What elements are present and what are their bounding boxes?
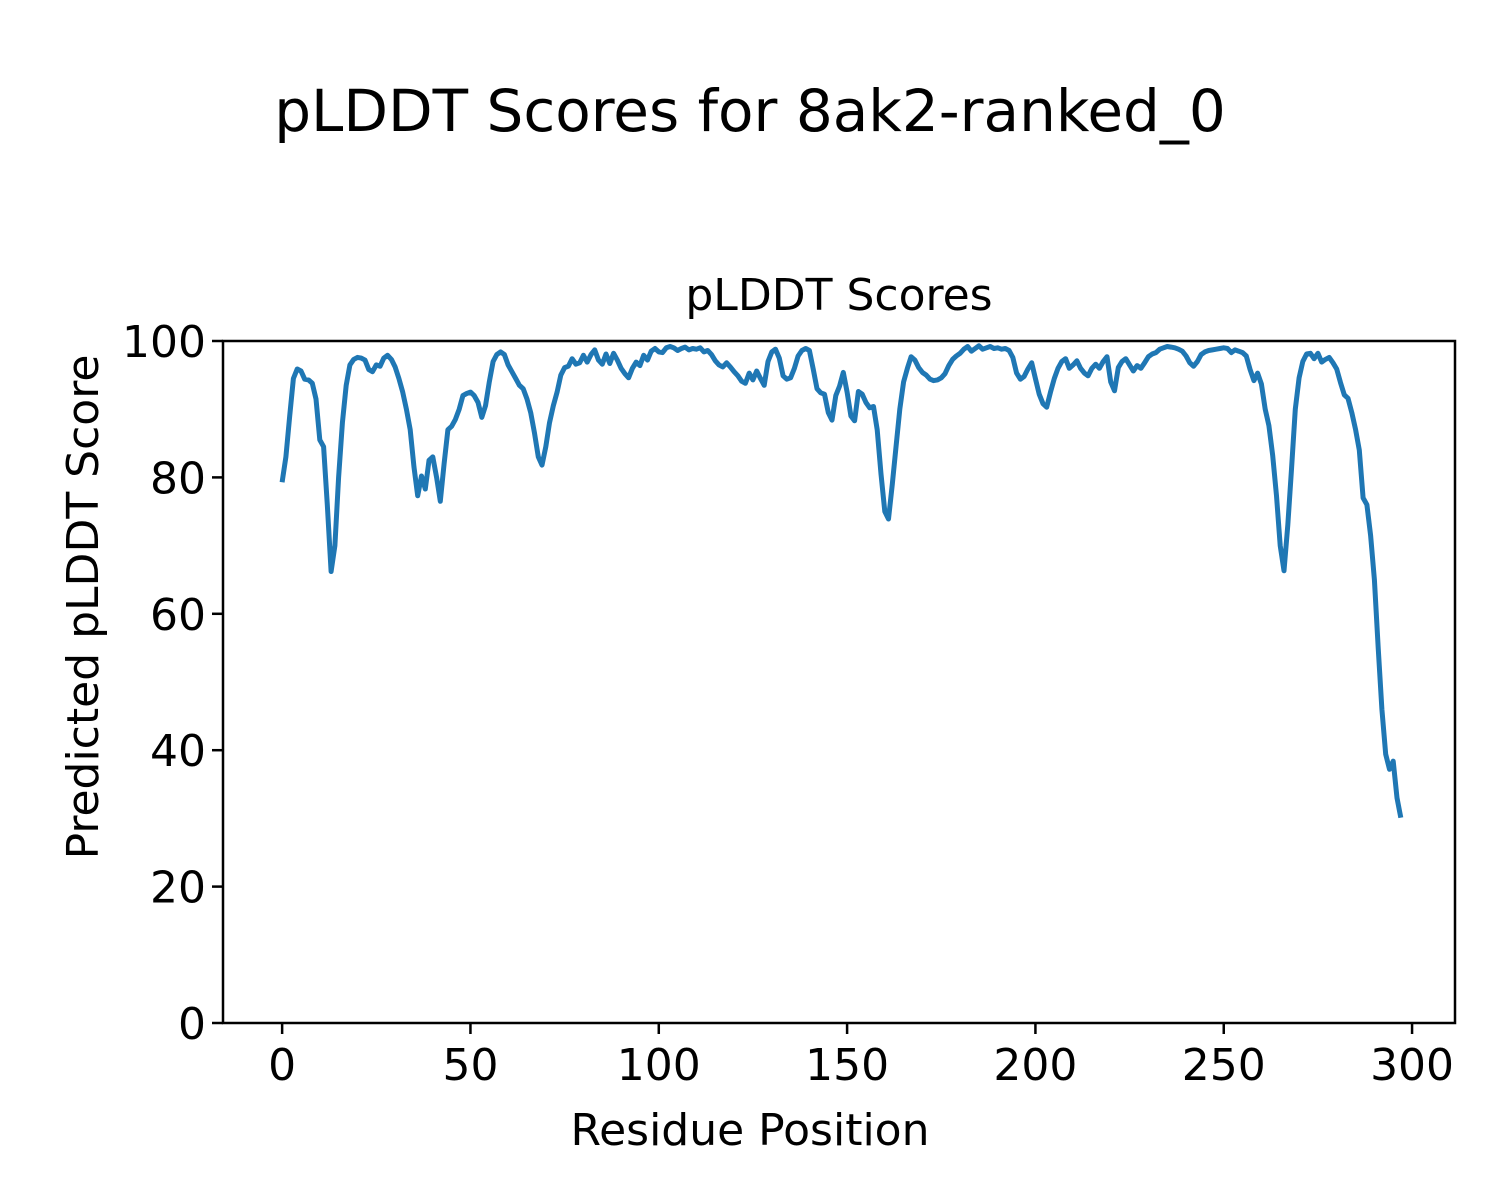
x-tick-label: 200 (993, 1040, 1077, 1091)
x-tick-label: 0 (268, 1040, 296, 1091)
y-tick-label: 0 (178, 999, 206, 1050)
axes-title: pLDDT Scores (685, 270, 993, 321)
axes-frame (221, 339, 1457, 1025)
x-tick-labels: 0 50 100 150 200 250 300 (268, 1040, 1454, 1091)
y-tick-labels: 0 20 40 60 80 100 (122, 317, 206, 1050)
y-tick-label: 40 (150, 726, 206, 777)
x-tick-label: 50 (442, 1040, 498, 1091)
x-tick-label: 100 (617, 1040, 701, 1091)
x-tick-label: 250 (1182, 1040, 1266, 1091)
y-tick-label: 80 (150, 453, 206, 504)
plddt-line (279, 343, 1404, 819)
tick-marks (212, 339, 1414, 1034)
y-tick-label: 100 (122, 317, 206, 368)
figure-title: pLDDT Scores for 8ak2-ranked_0 (274, 77, 1226, 145)
y-tick-label: 20 (150, 863, 206, 914)
x-tick-label: 150 (805, 1040, 889, 1091)
x-tick-label: 300 (1370, 1040, 1454, 1091)
series-group (279, 343, 1404, 819)
y-tick-label: 60 (150, 590, 206, 641)
x-axis-label: Residue Position (570, 1105, 930, 1156)
